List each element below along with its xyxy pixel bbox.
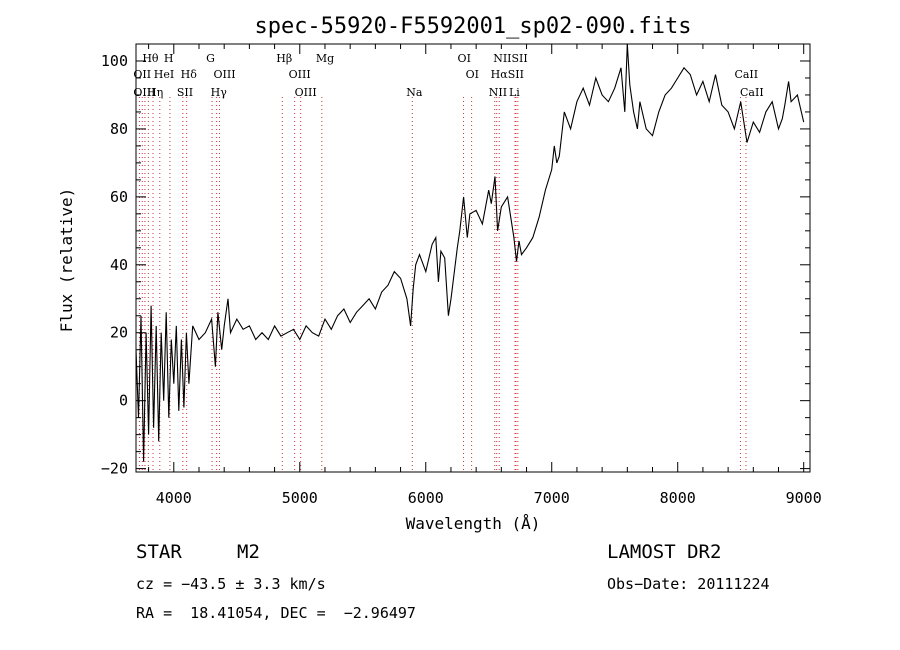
line-label: OIII [214,68,236,81]
y-axis-label: Flux (relative) [57,188,76,333]
line-label: H [164,52,174,65]
observation-date: Obs−Date: 20111224 [607,575,770,593]
line-label: Mg [316,52,334,65]
object-type: STAR [136,541,182,563]
y-tick-label: −20 [101,460,128,478]
line-label: SII [177,86,193,99]
flux-series-line [135,43,805,462]
object-subclass: M2 [237,541,260,563]
line-label: HeI [154,68,174,81]
line-label: Li [509,86,520,99]
line-label: Na [406,86,423,99]
line-label: G [206,52,215,65]
x-tick-label: 7000 [534,489,570,507]
line-label: CaII [734,68,758,81]
line-label: OI [458,52,471,65]
y-tick-label: 40 [110,256,128,274]
redshift-velocity: cz = −43.5 ± 3.3 km/s [136,575,326,593]
line-label: Hθ [142,52,159,65]
line-label: OIII [133,86,155,99]
line-label: Hη [147,86,163,99]
coordinates: RA = 18.41054, DEC = −2.96497 [136,604,416,622]
x-tick-label: 6000 [408,489,444,507]
x-axis-ticks: 4000 5000 6000 7000 8000 9000 [148,44,822,507]
chart-title: spec-55920-F5592001_sp02-090.fits [254,14,691,39]
y-tick-label: 100 [101,52,128,70]
line-label: OI [466,68,479,81]
x-tick-label: 5000 [282,489,318,507]
y-tick-label: 20 [110,324,128,342]
line-label: Hβ [276,52,292,65]
line-label: OIII [289,68,311,81]
line-label: CaII [740,86,764,99]
x-tick-label: 8000 [660,489,696,507]
y-tick-label: 60 [110,188,128,206]
y-tick-label: 0 [119,392,128,410]
line-label: NIISII [493,52,528,65]
line-label: NII [489,86,507,99]
line-label: HαSII [491,68,524,81]
survey-name: LAMOST DR2 [607,541,722,563]
line-label: Hδ [181,68,198,81]
line-label: Hγ [211,86,228,99]
y-axis-ticks: −20 0 20 40 60 80 100 [101,52,810,478]
plot-frame [135,43,811,473]
x-tick-label: 9000 [786,489,822,507]
x-tick-label: 4000 [156,489,192,507]
x-axis-label: Wavelength (Å) [406,514,541,533]
emission-line-markers [138,97,747,472]
line-label: OIII [295,86,317,99]
y-tick-label: 80 [110,120,128,138]
